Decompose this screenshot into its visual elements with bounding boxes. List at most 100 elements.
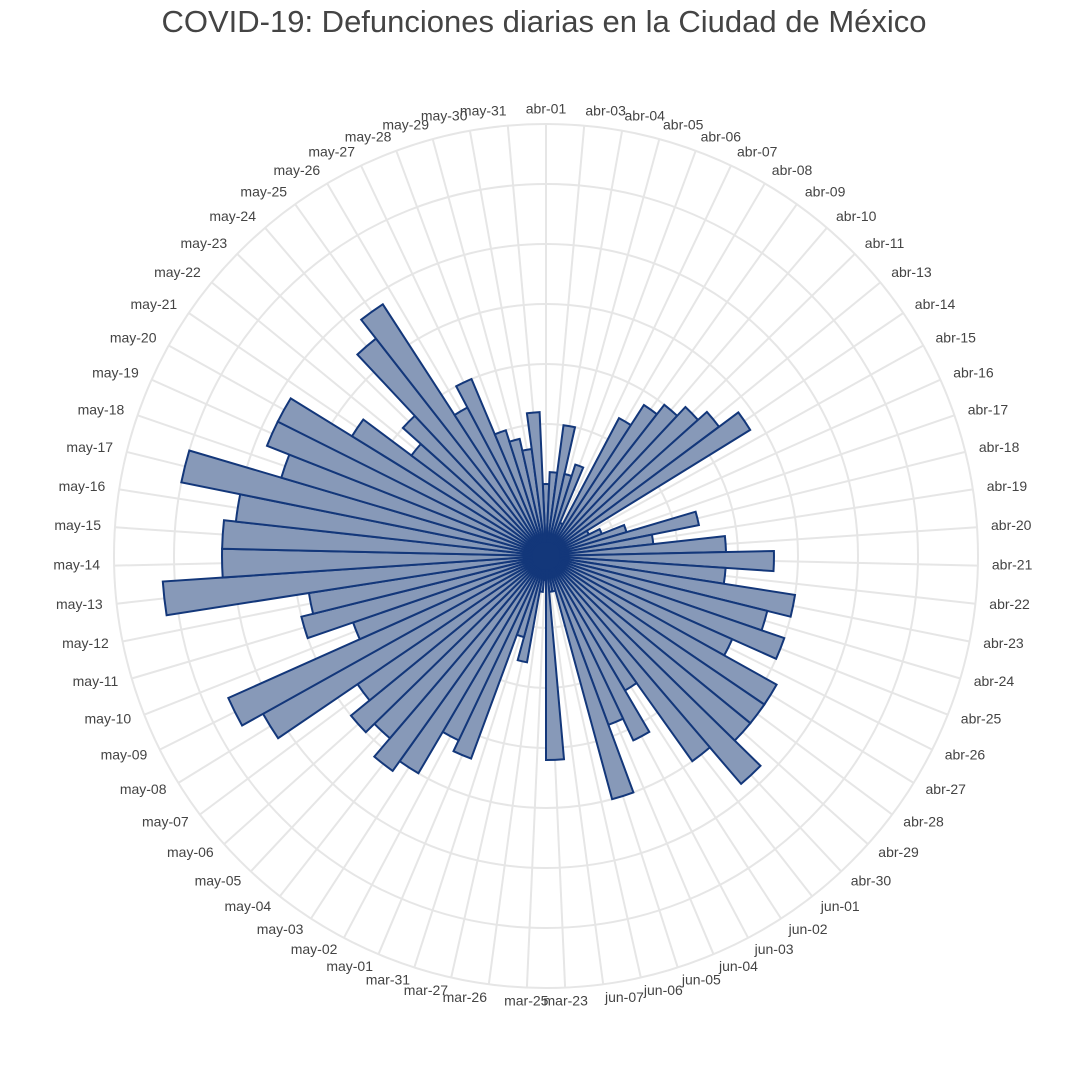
bar-may-31	[525, 411, 547, 557]
tick-label: may-14	[53, 557, 100, 573]
tick-label: abr-21	[992, 557, 1033, 573]
tick-label: abr-17	[968, 401, 1009, 417]
tick-label: may-03	[257, 921, 304, 937]
bar-jun-05	[545, 555, 635, 801]
tick-label: mar-25	[504, 992, 549, 1008]
tick-label: abr-07	[737, 144, 778, 160]
tick-label: jun-01	[820, 898, 860, 914]
tick-label: jun-02	[788, 921, 828, 937]
center-hub	[532, 542, 560, 570]
tick-label: jun-07	[604, 989, 644, 1005]
tick-label: may-17	[66, 439, 113, 455]
tick-label: jun-05	[681, 972, 721, 988]
tick-label: abr-15	[936, 329, 977, 345]
tick-label: mar-31	[366, 972, 411, 988]
tick-label: may-20	[110, 329, 157, 345]
bar-abr-21	[545, 549, 775, 573]
bar-may-11	[300, 555, 547, 640]
tick-label: abr-25	[961, 711, 1002, 727]
tick-label: may-18	[78, 401, 125, 417]
bar-jun-03	[545, 555, 651, 742]
bar-mar-23	[545, 555, 566, 762]
tick-label: jun-04	[718, 958, 758, 974]
tick-label: may-19	[92, 365, 139, 381]
tick-label: may-09	[101, 747, 148, 763]
bar-abr-30	[545, 555, 762, 786]
tick-label: may-01	[326, 958, 373, 974]
bar-abr-14	[545, 411, 752, 557]
tick-label: abr-24	[974, 673, 1015, 689]
tick-label: may-10	[85, 711, 132, 727]
tick-label: may-12	[62, 635, 109, 651]
grid-spoke	[487, 555, 547, 985]
bar-may-29	[508, 437, 547, 557]
tick-label: may-26	[274, 162, 321, 178]
tick-label: may-23	[181, 235, 228, 251]
bar-may-09	[226, 555, 547, 727]
tick-label: abr-30	[851, 872, 892, 888]
tick-label: abr-23	[983, 635, 1024, 651]
bar-may-13	[161, 555, 547, 617]
tick-label: may-04	[225, 898, 272, 914]
bar-may-27	[454, 377, 547, 557]
tick-label: may-28	[345, 128, 392, 144]
tick-label: jun-06	[643, 982, 683, 998]
tick-label: may-06	[167, 844, 214, 860]
bar-series	[161, 302, 797, 801]
tick-label: may-30	[421, 108, 468, 124]
tick-label: may-02	[291, 941, 338, 957]
tick-label: abr-04	[625, 108, 666, 124]
tick-label: may-15	[54, 517, 101, 533]
tick-label: abr-10	[836, 208, 877, 224]
tick-label: jun-03	[754, 941, 794, 957]
tick-label: mar-27	[404, 982, 449, 998]
tick-label: abr-29	[878, 844, 919, 860]
tick-label: may-25	[240, 184, 287, 200]
tick-label: may-16	[59, 478, 106, 494]
tick-label: abr-27	[926, 781, 967, 797]
bar-jun-01	[545, 555, 712, 763]
bar-may-25	[359, 302, 547, 557]
bar-may-06	[349, 555, 547, 734]
grid-spoke	[545, 344, 924, 557]
tick-label: abr-06	[701, 128, 742, 144]
bar-may-04	[372, 555, 547, 773]
tick-label: may-22	[154, 264, 201, 280]
tick-label: abr-14	[915, 296, 956, 312]
tick-label: abr-26	[945, 747, 986, 763]
tick-label: abr-05	[663, 116, 704, 132]
tick-label: abr-11	[865, 235, 905, 251]
grid-spoke	[545, 378, 941, 557]
tick-label: abr-09	[805, 184, 846, 200]
tick-label: abr-28	[903, 814, 944, 830]
chart-title: COVID-19: Defunciones diarias en la Ciud…	[161, 4, 927, 39]
tick-label: mar-26	[443, 989, 488, 1005]
tick-label: may-21	[131, 296, 178, 312]
grid-spoke	[545, 165, 732, 557]
tick-label: may-27	[308, 144, 355, 160]
tick-label: abr-01	[526, 101, 567, 117]
tick-label: abr-03	[585, 102, 626, 118]
bar-may-21	[350, 418, 547, 557]
tick-label: abr-08	[772, 162, 813, 178]
tick-label: may-08	[120, 781, 167, 797]
bar-abr-18	[545, 510, 701, 557]
tick-label: may-07	[142, 814, 189, 830]
tick-label: may-29	[382, 116, 429, 132]
tick-label: abr-19	[987, 478, 1028, 494]
tick-label: may-31	[460, 102, 507, 118]
grid-spoke	[545, 555, 605, 985]
tick-label: abr-22	[989, 596, 1030, 612]
tick-label: mar-23	[544, 992, 589, 1008]
tick-label: may-11	[73, 673, 119, 689]
tick-label: may-13	[56, 596, 103, 612]
tick-label: abr-16	[953, 365, 994, 381]
grid-spoke	[545, 555, 642, 978]
bar-may-28	[493, 429, 547, 557]
tick-label: abr-13	[891, 264, 932, 280]
tick-label: may-24	[209, 208, 256, 224]
tick-label: abr-20	[991, 517, 1032, 533]
tick-label: abr-18	[979, 439, 1020, 455]
